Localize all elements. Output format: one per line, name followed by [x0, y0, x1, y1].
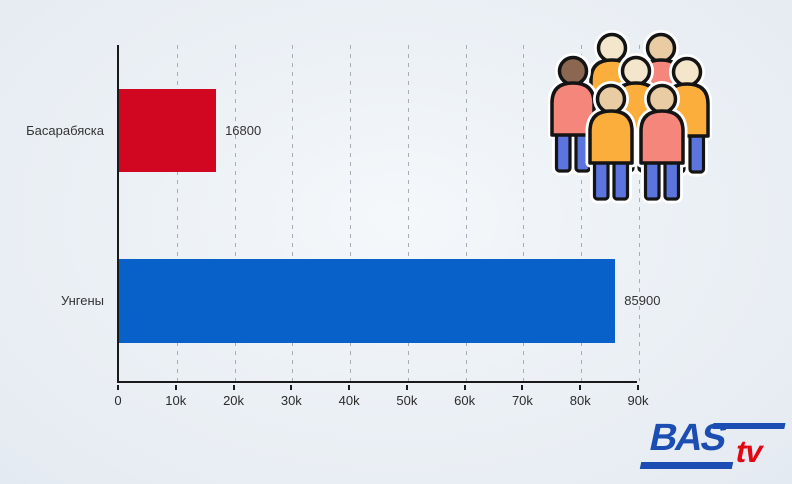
gridline — [465, 45, 467, 381]
person-figure — [585, 81, 637, 204]
x-tick-label: 80k — [569, 393, 591, 408]
plot-area: 16800 85900 — [117, 45, 660, 383]
person-figure — [636, 81, 688, 204]
bar-value-label: 85900 — [624, 293, 661, 308]
axis-tick — [348, 385, 351, 390]
axis-tick — [405, 385, 408, 390]
x-tick-label: 70k — [511, 393, 533, 408]
people-group-icon — [548, 30, 712, 204]
bastv-logo-inner: BAS tv — [638, 417, 789, 476]
x-tick-label: 40k — [338, 393, 360, 408]
axis-tick — [174, 385, 177, 390]
category-label: Басарабяска — [26, 122, 104, 138]
bar-value-label: 16800 — [225, 122, 262, 138]
gridline — [234, 45, 236, 381]
bar-1 — [119, 89, 217, 172]
bar-2 — [119, 259, 616, 343]
category-label: Унгены — [60, 293, 104, 308]
x-tick-label: 20k — [223, 393, 245, 408]
axis-tick — [290, 385, 293, 390]
x-tick-label: 90k — [627, 393, 649, 408]
axis-tick — [521, 385, 524, 390]
gridline — [176, 45, 178, 381]
gridline — [639, 45, 640, 381]
gridline — [350, 45, 352, 381]
gridline — [407, 45, 409, 381]
axis-tick — [463, 385, 466, 390]
x-tick-label: 30k — [280, 393, 302, 408]
axis-tick — [117, 385, 119, 390]
gridline — [523, 45, 525, 381]
logo-text-tv: tv — [732, 434, 766, 469]
x-tick-label: 60k — [454, 393, 476, 408]
axis-tick — [579, 385, 582, 390]
logo-text-bas: BAS — [645, 417, 730, 459]
axis-tick — [232, 385, 235, 390]
bastv-logo: BAS tv — [639, 417, 786, 476]
x-tick-label: 10k — [165, 393, 187, 408]
x-tick-label: 0 — [114, 393, 122, 408]
gridline — [292, 45, 294, 381]
axis-tick — [637, 385, 639, 390]
logo-underline — [639, 462, 734, 469]
x-tick-label: 50k — [396, 393, 418, 408]
gridline — [581, 45, 583, 381]
